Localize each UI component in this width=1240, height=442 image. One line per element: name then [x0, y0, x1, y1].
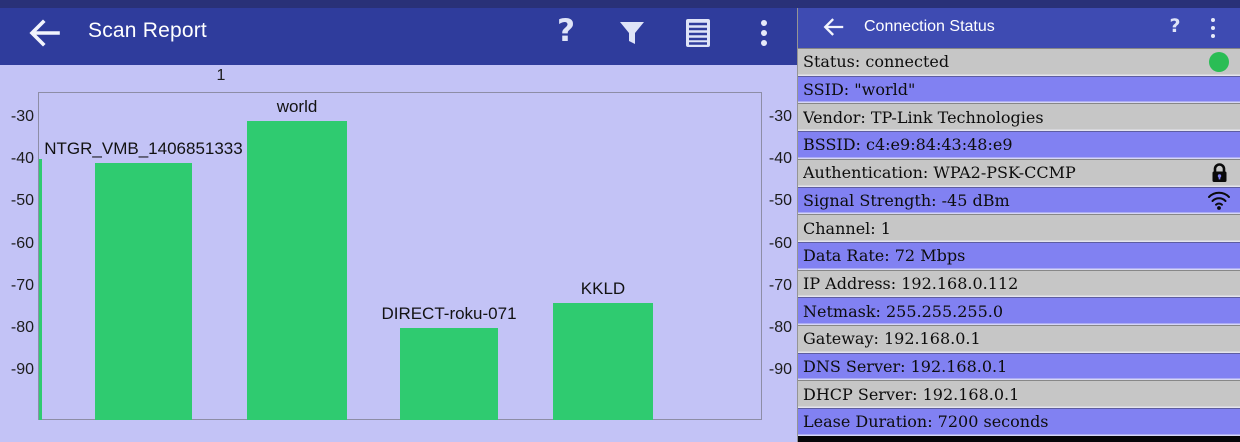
- y-axis-tick-left: -90: [10, 361, 34, 379]
- bar-label: world: [276, 97, 318, 117]
- y-axis-tick-right: -60: [768, 234, 792, 252]
- bar-KKLD: [553, 302, 653, 420]
- bar-world: [247, 121, 347, 420]
- row-bssid[interactable]: BSSID: c4:e9:84:43:48:e9: [798, 131, 1240, 159]
- bar-clipped-left-edge: [39, 159, 42, 420]
- scan-report-header: Scan Report ?: [0, 0, 797, 65]
- panel-help-icon[interactable]: ?: [1169, 15, 1181, 37]
- y-axis-tick-left: -50: [10, 192, 34, 210]
- panel-back-arrow-icon[interactable]: [820, 16, 846, 38]
- y-axis-tick-right: -80: [768, 319, 792, 336]
- android-status-bar: [0, 0, 1240, 8]
- channel-axis-tick: 1: [216, 67, 226, 84]
- panel-title: Connection Status: [864, 18, 995, 35]
- panel-bottom-bar: [798, 436, 1240, 442]
- row-channel-label: Channel: 1: [803, 218, 891, 238]
- bar-label: KKLD: [580, 278, 626, 298]
- row-channel[interactable]: Channel: 1: [798, 214, 1240, 242]
- bar-NTGR_VMB_1406851333: [95, 163, 192, 420]
- row-data-rate[interactable]: Data Rate: 72 Mbps: [798, 241, 1240, 270]
- y-axis-tick-left: -80: [10, 319, 34, 336]
- back-arrow-icon[interactable]: [26, 17, 62, 49]
- row-ssid-label: SSID: "world": [803, 80, 916, 100]
- scan-report-pane: Scan Report ?: [0, 0, 797, 442]
- panel-toolbar-actions: ?: [1156, 8, 1232, 48]
- row-netmask[interactable]: Netmask: 255.255.255.0: [798, 297, 1240, 326]
- y-axis-tick-left: -40: [10, 150, 34, 168]
- connection-status-header: Connection Status ?: [798, 0, 1240, 48]
- row-ip-address[interactable]: IP Address: 192.168.0.112: [798, 269, 1240, 298]
- row-dns-server-label: DNS Server: 192.168.0.1: [803, 357, 1008, 377]
- y-axis-tick-left: -30: [10, 108, 34, 125]
- y-axis-tick-right: -90: [768, 361, 792, 379]
- y-axis-tick-left: -70: [10, 276, 34, 294]
- row-status-label: Status: connected: [803, 52, 950, 72]
- legend-icon[interactable]: [665, 9, 731, 57]
- row-lease-duration[interactable]: Lease Duration: 7200 seconds: [798, 408, 1240, 436]
- row-bssid-label: BSSID: c4:e9:84:43:48:e9: [803, 135, 1013, 155]
- row-dhcp-server-label: DHCP Server: 192.168.0.1: [803, 384, 1020, 404]
- page-title: Scan Report: [88, 18, 207, 42]
- row-ssid[interactable]: SSID: "world": [798, 75, 1240, 104]
- row-ip-address-label: IP Address: 192.168.0.112: [803, 273, 1019, 293]
- row-netmask-label: Netmask: 255.255.255.0: [803, 301, 1004, 321]
- row-signal-strength[interactable]: Signal Strength: -45 dBm: [798, 186, 1240, 215]
- row-vendor[interactable]: Vendor: TP-Link Technologies: [798, 103, 1240, 132]
- y-axis-tick-right: -70: [768, 276, 792, 294]
- bar-label: NTGR_VMB_1406851333: [44, 139, 243, 159]
- connection-status-panel: Connection Status ? Status: connected SSI…: [797, 0, 1240, 442]
- toolbar-actions: ?: [533, 0, 797, 65]
- wifi-signal-icon: [1206, 191, 1232, 210]
- row-data-rate-label: Data Rate: 72 Mbps: [803, 246, 966, 266]
- row-gateway[interactable]: Gateway: 192.168.0.1: [798, 325, 1240, 353]
- y-axis-tick-left: -60: [10, 234, 34, 252]
- lock-icon: [1206, 162, 1232, 183]
- connection-status-list: Status: connected SSID: "world" Vendor: TP…: [798, 48, 1240, 436]
- bar-label: DIRECT-roku-071: [381, 304, 517, 323]
- row-signal-strength-label: Signal Strength: -45 dBm: [803, 190, 1010, 210]
- y-axis-tick-right: -30: [768, 108, 792, 125]
- row-authentication[interactable]: Authentication: WPA2-PSK-CCMP: [798, 158, 1240, 187]
- bar-DIRECT-roku-071: [400, 328, 498, 420]
- row-authentication-label: Authentication: WPA2-PSK-CCMP: [803, 163, 1076, 183]
- y-axis-tick-right: -50: [768, 192, 792, 210]
- row-lease-duration-label: Lease Duration: 7200 seconds: [803, 412, 1049, 432]
- filter-icon[interactable]: [599, 9, 665, 57]
- scan-report-chart: -30 -30 -40 -40 -50 -50 -60 -60 -70 -70 -80 -80 -90 -…: [0, 65, 797, 442]
- row-dhcp-server[interactable]: DHCP Server: 192.168.0.1: [798, 380, 1240, 409]
- panel-overflow-menu-icon[interactable]: [1194, 9, 1232, 47]
- row-dns-server[interactable]: DNS Server: 192.168.0.1: [798, 352, 1240, 381]
- y-axis-tick-right: -40: [768, 150, 792, 168]
- status-connected-icon: [1206, 51, 1232, 72]
- overflow-menu-icon[interactable]: [731, 9, 797, 57]
- row-status[interactable]: Status: connected: [798, 48, 1240, 76]
- row-vendor-label: Vendor: TP-Link Technologies: [803, 107, 1044, 127]
- help-icon[interactable]: ?: [557, 12, 575, 49]
- row-gateway-label: Gateway: 192.168.0.1: [803, 329, 981, 349]
